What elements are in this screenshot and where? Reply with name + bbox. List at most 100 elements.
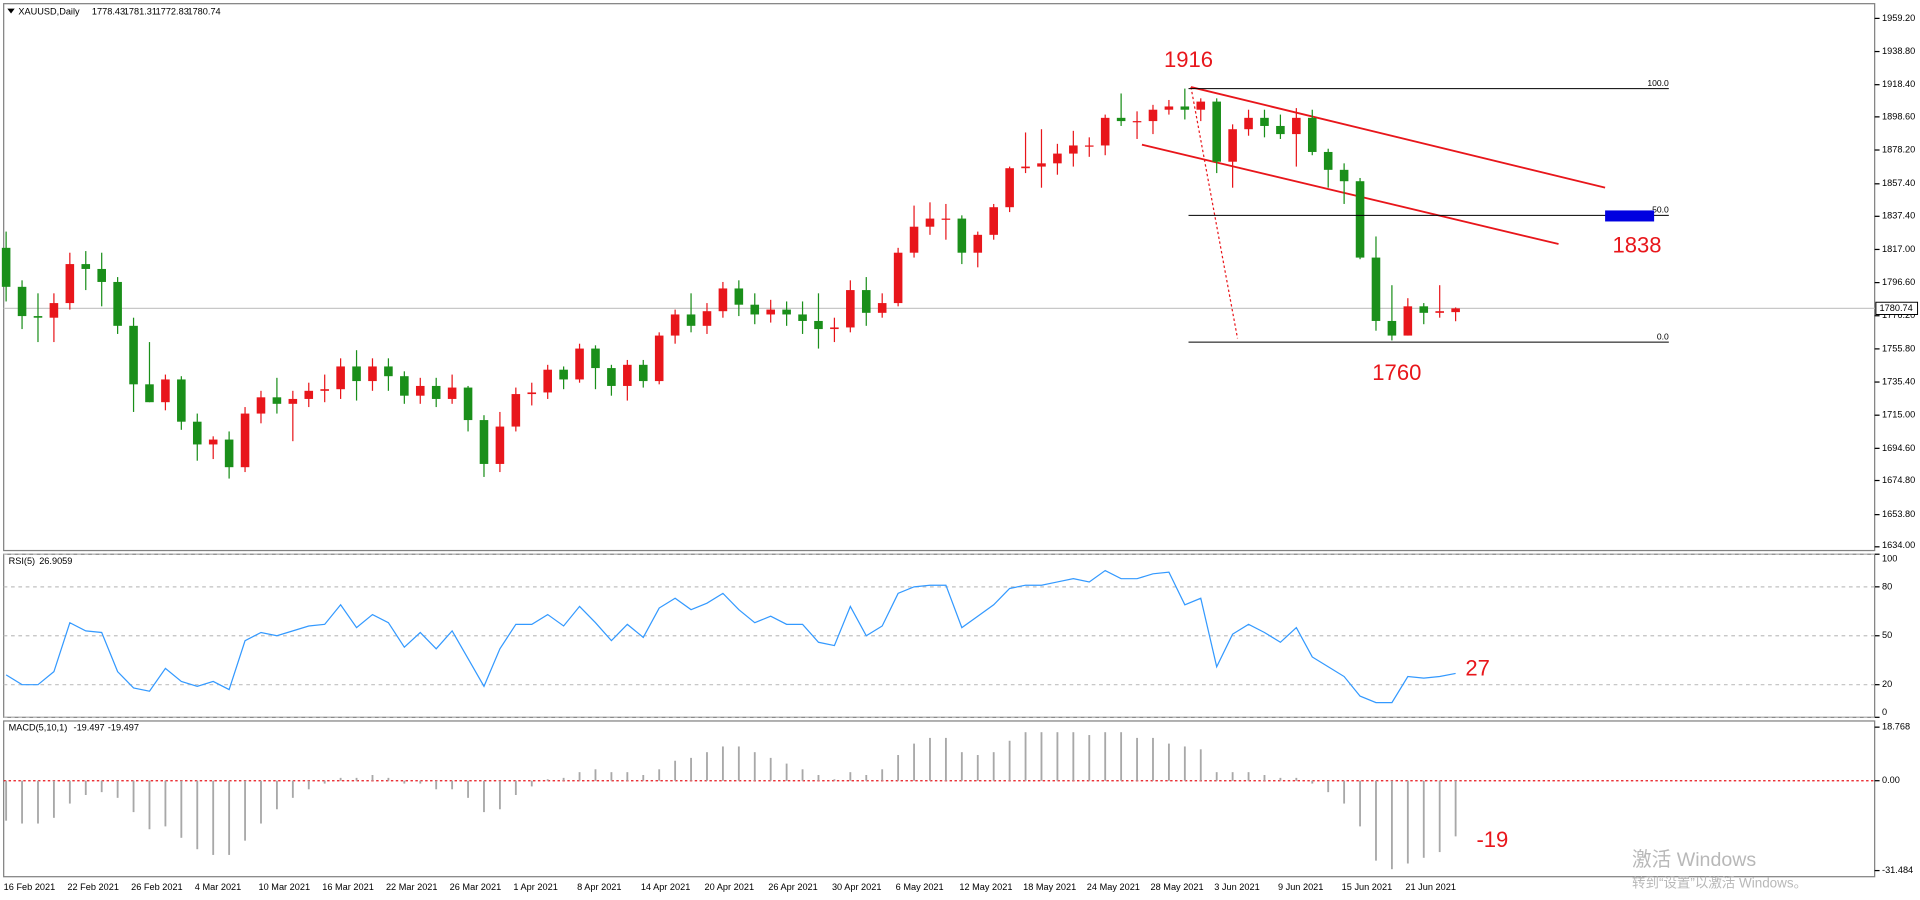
macd-bar bbox=[1327, 780, 1330, 793]
x-tick-label: 21 Jun 2021 bbox=[1405, 882, 1456, 892]
y-tick-label: 0 bbox=[1882, 707, 1887, 717]
candle-body bbox=[1084, 145, 1094, 147]
candle-body bbox=[798, 314, 807, 321]
y-tick-label: 1898.60 bbox=[1882, 111, 1915, 121]
candle-body bbox=[925, 218, 935, 227]
candle-body bbox=[240, 413, 250, 468]
macd-bar bbox=[180, 780, 183, 838]
candle-body bbox=[49, 303, 59, 318]
macd-bar bbox=[1438, 780, 1441, 853]
macd-bar bbox=[1263, 775, 1266, 781]
candle-body bbox=[766, 309, 775, 315]
macd-bar bbox=[833, 779, 836, 781]
candle-body bbox=[607, 368, 616, 386]
macd-bar bbox=[307, 780, 310, 790]
macd-bar bbox=[1454, 780, 1457, 837]
candle-body bbox=[368, 366, 377, 382]
macd-bar bbox=[451, 780, 454, 790]
candle-body bbox=[1, 247, 11, 287]
candle-body bbox=[957, 218, 967, 253]
macd-bar bbox=[546, 779, 549, 781]
candle-body bbox=[81, 264, 91, 269]
macd-bar bbox=[52, 780, 55, 818]
macd-bar bbox=[674, 760, 677, 781]
candle-body bbox=[97, 268, 106, 282]
macd-bar bbox=[1040, 732, 1043, 781]
x-tick-label: 14 Apr 2021 bbox=[641, 882, 691, 892]
candle-body bbox=[1100, 117, 1110, 146]
macd-bar bbox=[1295, 777, 1298, 781]
macd-bar bbox=[100, 780, 103, 793]
macd-bar bbox=[1072, 732, 1075, 781]
candle-body bbox=[272, 397, 282, 404]
y-tick-label: 100 bbox=[1882, 554, 1897, 564]
candle-body bbox=[750, 304, 760, 315]
macd-bar bbox=[1279, 777, 1282, 781]
candle-body bbox=[1451, 308, 1460, 313]
candle-body bbox=[1244, 117, 1253, 130]
candle-body bbox=[1021, 166, 1030, 169]
macd-bar bbox=[435, 780, 438, 790]
fib-label: 50.0 bbox=[1652, 205, 1669, 215]
macd-title: MACD(5,10,1) bbox=[9, 723, 68, 733]
y-tick-label: 20 bbox=[1882, 679, 1892, 689]
candle-body bbox=[1419, 306, 1429, 313]
y-tick-label: 1674.80 bbox=[1882, 475, 1915, 485]
x-tick-label: 15 Jun 2021 bbox=[1342, 882, 1393, 892]
candle-body bbox=[400, 376, 409, 396]
candle-body bbox=[256, 397, 266, 414]
candle-body bbox=[973, 234, 983, 253]
macd-value: -19.497 bbox=[74, 723, 105, 733]
y-tick-label: 1796.60 bbox=[1882, 277, 1915, 287]
macd-bar bbox=[387, 777, 390, 781]
candle-body bbox=[1005, 168, 1014, 208]
x-tick-label: 28 May 2021 bbox=[1151, 882, 1204, 892]
candle-body bbox=[1164, 106, 1174, 110]
macd-bar bbox=[371, 775, 374, 781]
ohlc-low: 1772.83 bbox=[156, 7, 189, 17]
macd-pane bbox=[3, 720, 1876, 878]
macd-bar bbox=[737, 746, 740, 781]
candle-body bbox=[1355, 181, 1365, 258]
x-tick-label: 22 Mar 2021 bbox=[386, 882, 438, 892]
candle-body bbox=[527, 392, 537, 395]
candle-body bbox=[1212, 101, 1221, 162]
macd-bar bbox=[212, 780, 215, 855]
x-tick-label: 16 Mar 2021 bbox=[322, 882, 374, 892]
macd-bar bbox=[944, 737, 947, 781]
ohlc-close: 1780.74 bbox=[187, 7, 220, 17]
current-price-label: 1780.74 bbox=[1880, 303, 1913, 313]
header-icon bbox=[7, 8, 15, 14]
x-tick-label: 22 Feb 2021 bbox=[67, 882, 119, 892]
candle-body bbox=[543, 369, 552, 393]
y-tick-label: 80 bbox=[1882, 581, 1892, 591]
candle-body bbox=[559, 369, 568, 380]
candle-body bbox=[65, 264, 75, 304]
macd-bar bbox=[275, 780, 278, 810]
candle-body bbox=[702, 311, 712, 326]
macd-bar bbox=[578, 772, 581, 781]
candle-body bbox=[670, 314, 680, 336]
symbol: XAUUSD,Daily bbox=[18, 7, 80, 17]
candle-body bbox=[1435, 311, 1444, 313]
candle-body bbox=[17, 286, 27, 317]
macd-bar bbox=[849, 772, 852, 781]
candle-body bbox=[1069, 145, 1078, 154]
macd-bar bbox=[1199, 749, 1202, 781]
macd-bar bbox=[483, 780, 485, 813]
annotation: 27 bbox=[1465, 655, 1490, 680]
candle-body bbox=[161, 379, 170, 403]
ohlc-high: 1781.31 bbox=[124, 7, 157, 17]
x-tick-label: 16 Feb 2021 bbox=[4, 882, 56, 892]
candle-body bbox=[1323, 151, 1333, 170]
x-tick-label: 10 Mar 2021 bbox=[259, 882, 311, 892]
candle-body bbox=[1371, 257, 1381, 321]
macd-bar bbox=[929, 737, 931, 781]
macd-bar bbox=[244, 780, 246, 841]
candle-body bbox=[1180, 106, 1190, 110]
annotation: -19 bbox=[1476, 827, 1508, 852]
candle-body bbox=[1116, 117, 1126, 122]
x-tick-label: 30 Apr 2021 bbox=[832, 882, 882, 892]
macd-bar bbox=[291, 780, 294, 798]
